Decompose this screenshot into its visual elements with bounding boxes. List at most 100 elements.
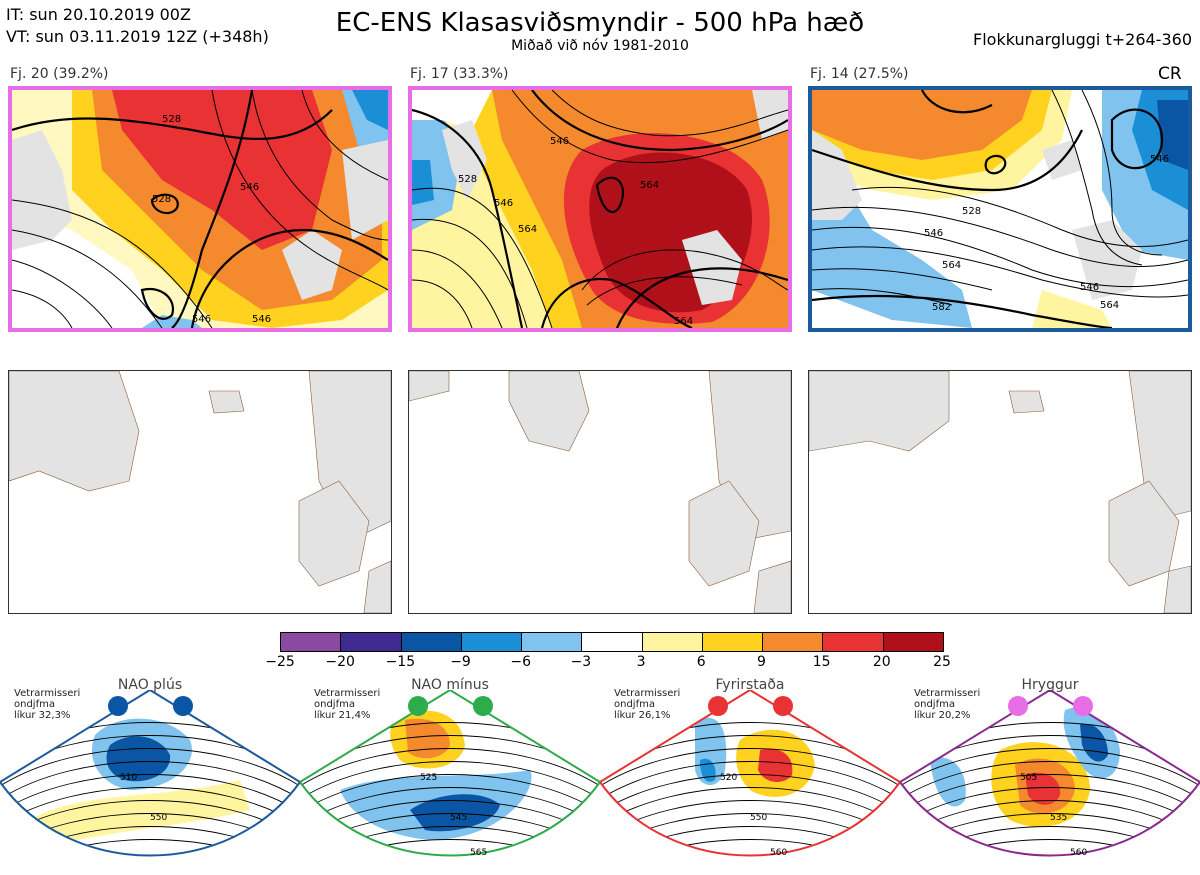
contour-label: 550: [750, 813, 767, 823]
height-contour: [300, 787, 600, 826]
colorbar-segment: [882, 633, 943, 651]
colorbar-tick-label: 15: [812, 654, 831, 670]
category-fan-map: 510 550: [0, 688, 302, 871]
category-fan-map: 505 535 560: [898, 688, 1200, 871]
height-contour: [900, 761, 1200, 800]
contour-label: 505: [1020, 773, 1037, 783]
center-dot: [1008, 696, 1028, 716]
blank-map-2: [408, 370, 792, 614]
colorbar-segment: [281, 633, 341, 651]
category-note-line: líkur 20,2%: [914, 710, 971, 721]
colorbar-tick-label: −20: [325, 654, 355, 670]
contour-label: 564: [674, 316, 693, 327]
contour-label: 546: [192, 314, 211, 325]
colorbar-tick-label: −15: [385, 654, 416, 670]
height-contour: [300, 774, 600, 813]
category-fan-map: 525 545 565: [298, 688, 602, 871]
blank-map-3: [808, 370, 1192, 614]
category-fan-svg: 510 550: [0, 688, 302, 857]
colorbar-tick-label: 3: [636, 654, 646, 670]
category-note-line: Vetrarmisseri: [14, 688, 81, 699]
contour-label: 520: [720, 773, 737, 783]
category-title: Hryggur: [1021, 677, 1079, 693]
category-fan-map: 520 550 560: [598, 688, 902, 871]
category-note-line: Vetrarmisseri: [614, 688, 681, 699]
contour-label: 546: [550, 136, 569, 147]
height-contour: [600, 774, 900, 813]
contour-label: 528: [152, 194, 171, 205]
category-note-line: Vetrarmisseri: [914, 688, 981, 699]
height-contour: [300, 839, 600, 856]
cluster-map-2: 546 564 528 564 546 564: [408, 86, 792, 332]
height-contour: [900, 774, 1200, 813]
colorbar-segment: [340, 633, 401, 651]
center-dot: [408, 696, 428, 716]
colorbar-segment: [641, 633, 702, 651]
anomaly-fill: [410, 794, 500, 832]
contour-label: 564: [1100, 300, 1119, 311]
height-contour: [900, 748, 1200, 787]
center-dot: [473, 696, 493, 716]
colorbar-segment: [822, 633, 883, 651]
contour-label: 525: [420, 773, 437, 783]
colorbar-tick-label: 9: [756, 654, 766, 670]
category-fan-svg: 520 550 560: [598, 688, 902, 858]
category-note-line: Vetrarmisseri: [314, 688, 381, 699]
height-contour: [0, 774, 300, 813]
category-fan-svg: 505 535 560: [898, 688, 1200, 858]
contour-label: 528: [162, 114, 181, 125]
contour-label: 510: [120, 773, 137, 783]
colorbar-segment: [400, 633, 461, 651]
colorbar-tick-label: 25: [933, 654, 951, 670]
contour-label: 528: [962, 206, 981, 217]
classification-window: Flokkunargluggi t+264-360: [973, 30, 1192, 49]
category-note-line: ondjfma: [14, 699, 55, 710]
category-title: NAO plús: [117, 677, 183, 693]
page-title: EC-ENS Klasasviðsmyndir - 500 hPa hæð: [335, 8, 865, 38]
panel-1-label: Fj. 20 (39.2%): [10, 66, 109, 82]
category-note: Vetrarmisseri ondjfma líkur 32,3%: [14, 688, 80, 721]
contour-label: 565: [470, 848, 487, 858]
fan-outline: [598, 688, 902, 857]
contour-label: 564: [640, 180, 659, 191]
center-dot: [108, 696, 128, 716]
colorbar-segment: [521, 633, 582, 651]
contour-label: 560: [770, 848, 787, 858]
colorbar-tick-label: 20: [872, 654, 891, 670]
panel-3-label: Fj. 14 (27.5%): [810, 66, 909, 82]
initial-time: IT: sun 20.10.2019 00Z: [6, 5, 191, 24]
header-times: IT: sun 20.10.2019 00Z VT: sun 03.11.201…: [6, 4, 269, 48]
center-dot: [173, 696, 193, 716]
category-note: Vetrarmisseri ondjfma líkur 21,4%: [314, 688, 380, 721]
contour-label: 545: [450, 813, 467, 823]
cluster-map-1: 528 546 528 546 546: [8, 86, 392, 332]
colorbar-segment: [762, 633, 823, 651]
colorbar: [280, 632, 944, 652]
colorbar-segment: [581, 633, 642, 651]
contour-label: 528: [458, 174, 477, 185]
colorbar-tick-label: 6: [696, 654, 706, 670]
panel-2-label: Fj. 17 (33.3%): [410, 66, 509, 82]
category-note-line: ondjfma: [614, 699, 655, 710]
contour-label: 546: [252, 314, 271, 325]
contour-label: 550: [150, 813, 167, 823]
height-contour: [300, 748, 600, 787]
height-contour: [900, 787, 1200, 826]
colorbar-tick-label: −3: [570, 654, 592, 670]
height-contour: [600, 761, 900, 800]
category-note-line: ondjfma: [914, 699, 955, 710]
contour-label: 535: [1050, 813, 1067, 823]
contour-label: 546: [494, 198, 513, 209]
panel-3-tag: CR: [1158, 64, 1182, 84]
category-note-line: líkur 32,3%: [14, 710, 71, 721]
height-contour: [300, 761, 600, 800]
contour-label: 546: [1080, 282, 1099, 293]
center-dot: [773, 696, 793, 716]
fan-outline: [898, 688, 1200, 857]
height-contour: [900, 839, 1200, 856]
colorbar-tick-label: −6: [510, 654, 532, 670]
anomaly-fill: [758, 748, 793, 782]
blank-map-1: [8, 370, 392, 614]
fan-outline: [0, 688, 302, 857]
center-dot: [1073, 696, 1093, 716]
